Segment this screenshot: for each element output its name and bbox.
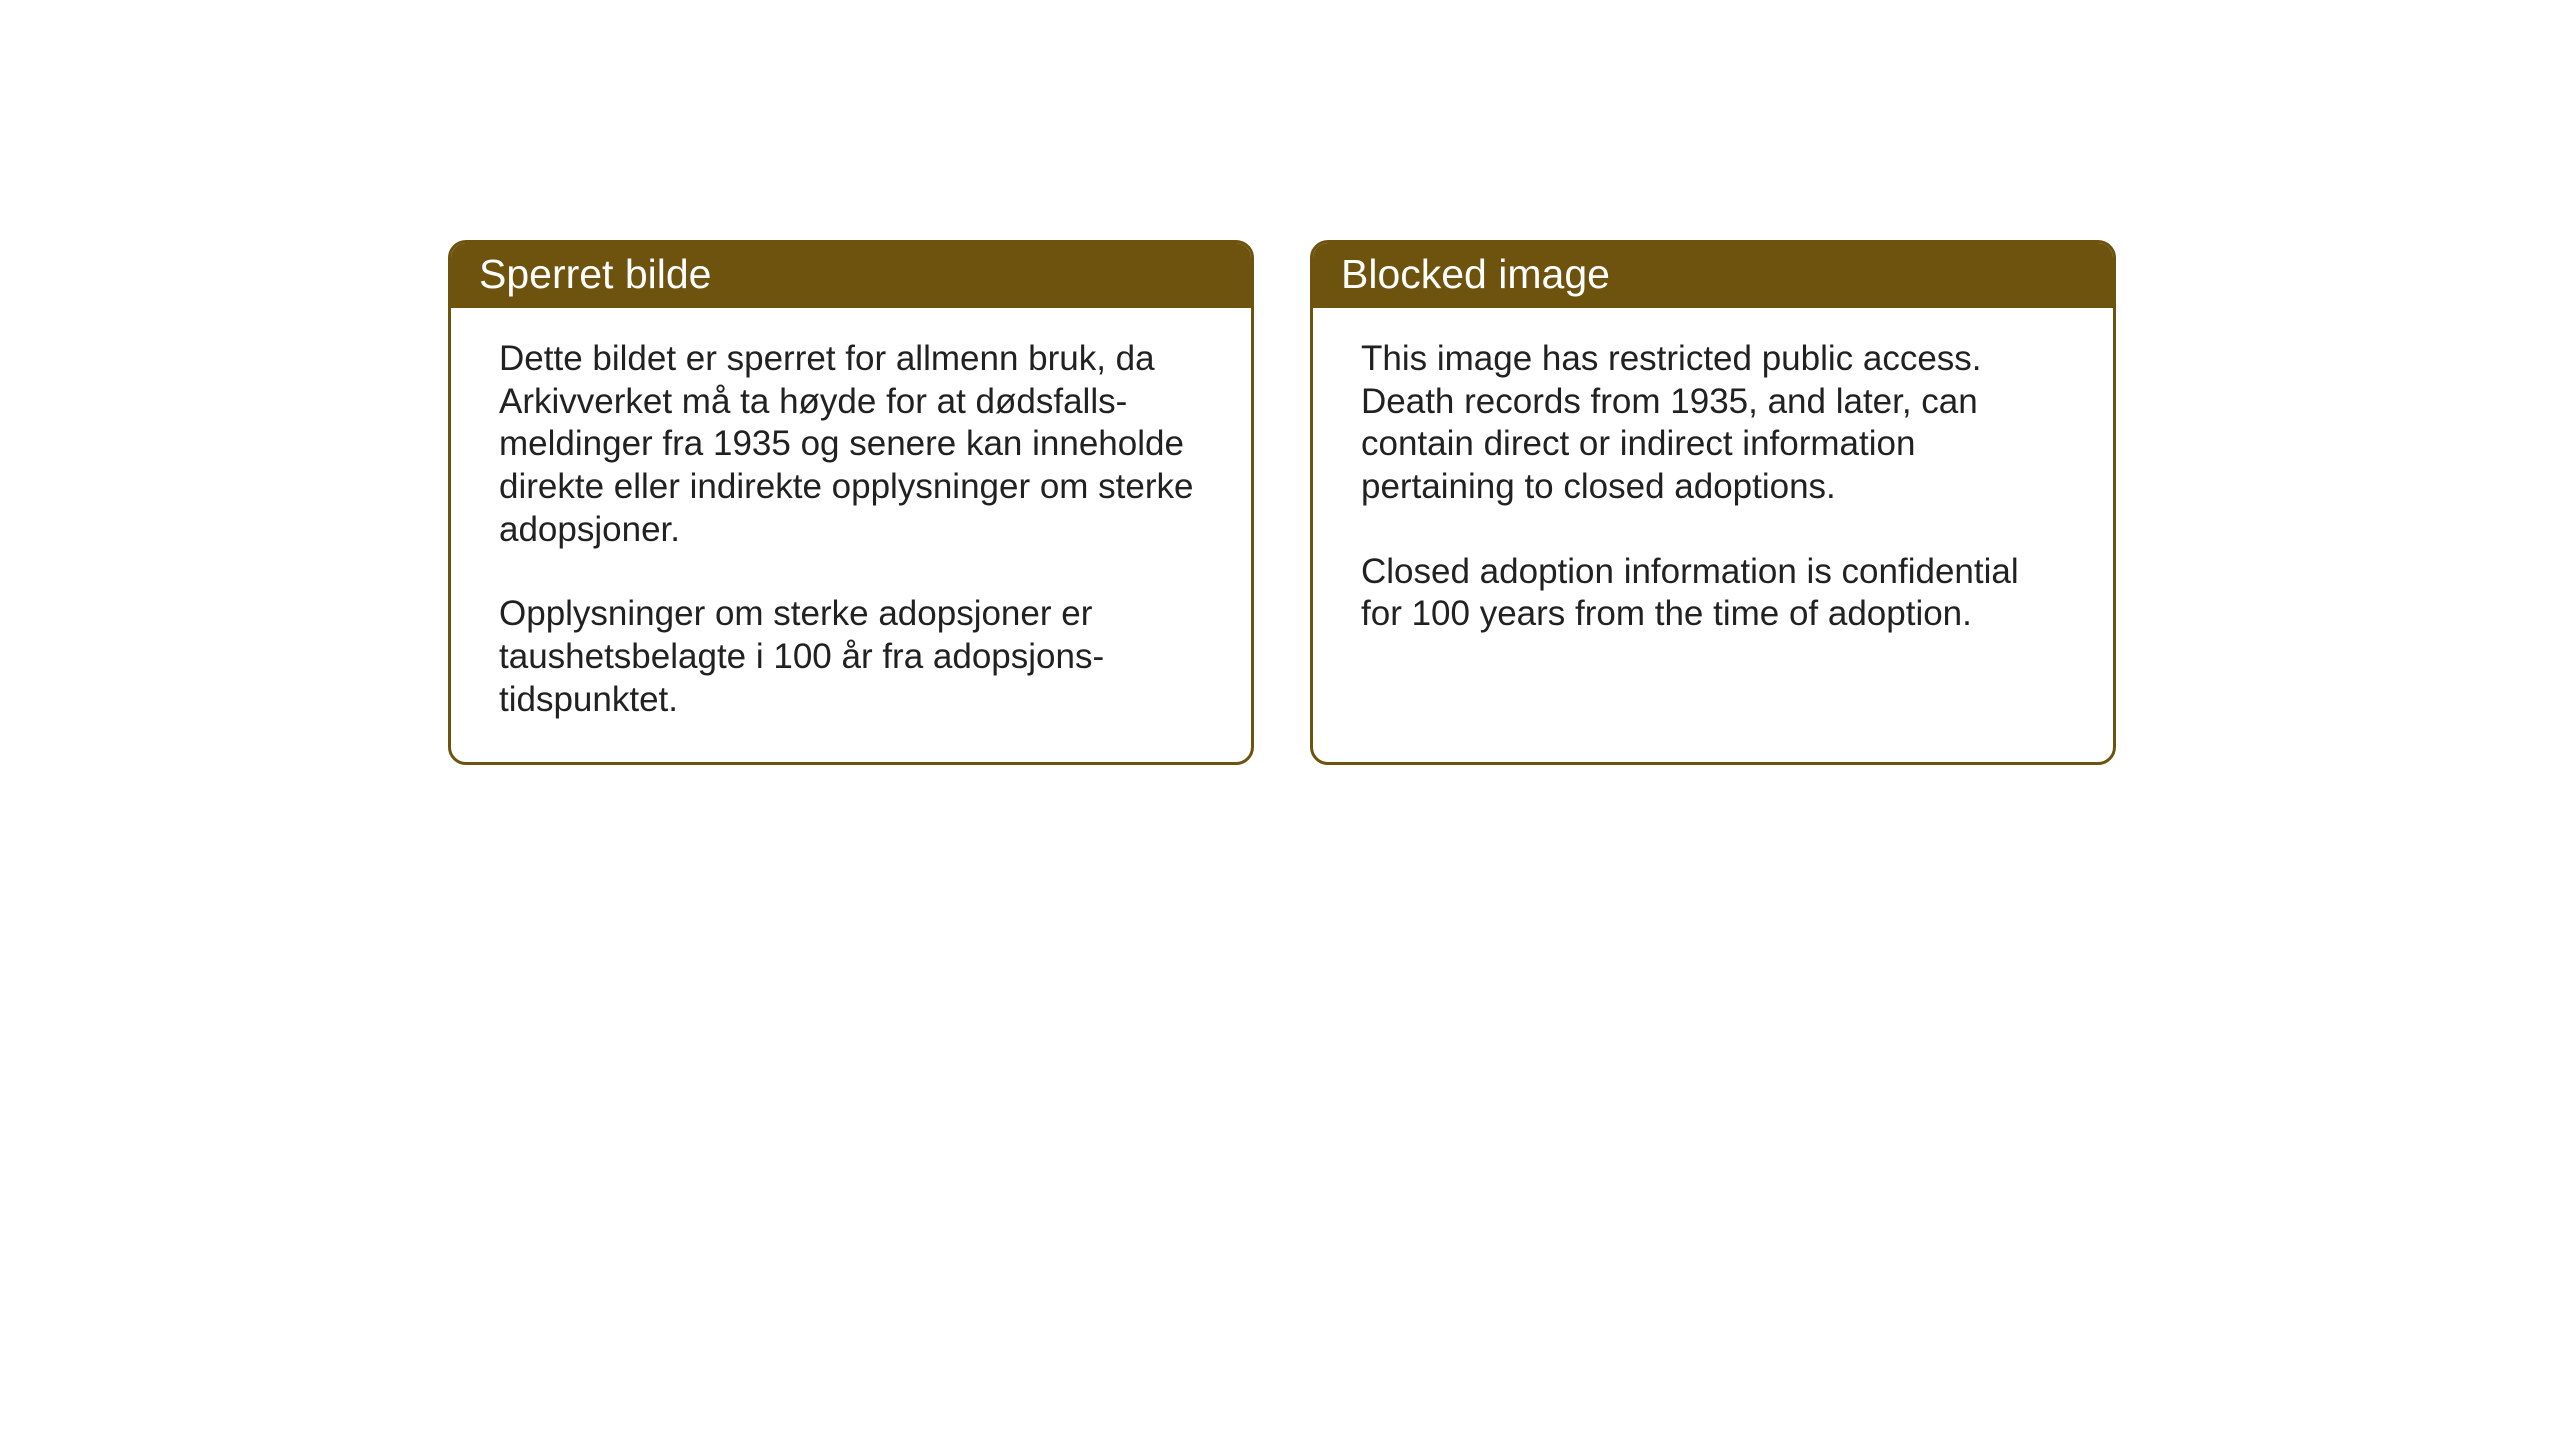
- card-header-english: Blocked image: [1313, 243, 2113, 308]
- card-header-norwegian: Sperret bilde: [451, 243, 1251, 308]
- card-body-english: This image has restricted public access.…: [1313, 308, 2113, 728]
- blocked-image-card-english: Blocked image This image has restricted …: [1310, 240, 2116, 765]
- card-paragraph-english-2: Closed adoption information is confident…: [1361, 551, 2065, 636]
- card-paragraph-norwegian-2: Opplysninger om sterke adopsjoner er tau…: [499, 593, 1203, 721]
- notice-cards-container: Sperret bilde Dette bildet er sperret fo…: [448, 240, 2116, 765]
- card-title-english: Blocked image: [1341, 251, 1610, 297]
- card-body-norwegian: Dette bildet er sperret for allmenn bruk…: [451, 308, 1251, 762]
- blocked-image-card-norwegian: Sperret bilde Dette bildet er sperret fo…: [448, 240, 1254, 765]
- card-paragraph-norwegian-1: Dette bildet er sperret for allmenn bruk…: [499, 338, 1203, 551]
- card-paragraph-english-1: This image has restricted public access.…: [1361, 338, 2065, 509]
- card-title-norwegian: Sperret bilde: [479, 251, 711, 297]
